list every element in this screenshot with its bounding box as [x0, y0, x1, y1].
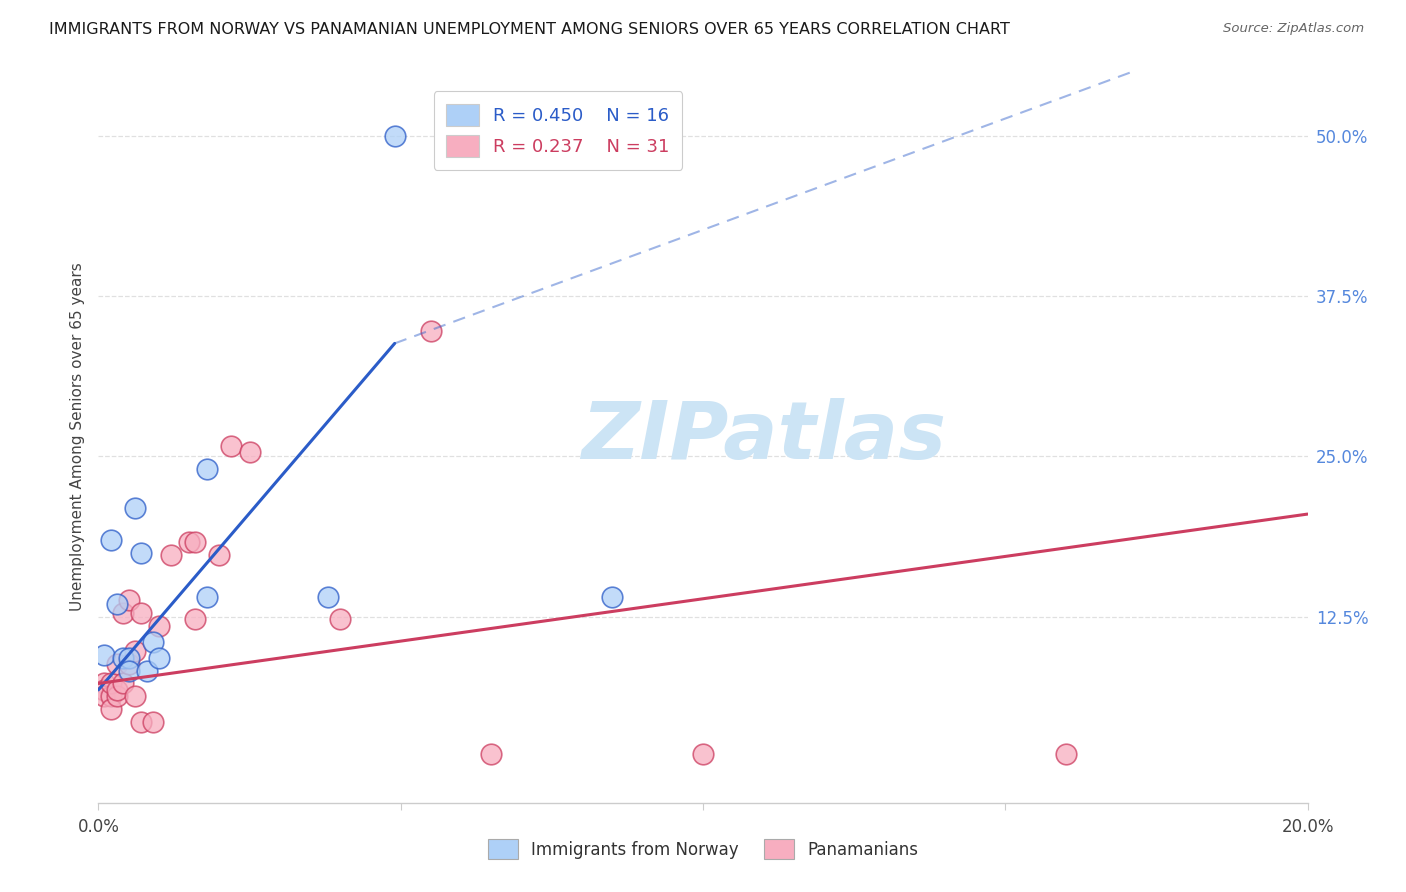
- Point: [148, 618, 170, 632]
- Point: [100, 676, 122, 690]
- Point: [184, 535, 207, 549]
- Point: [208, 548, 231, 562]
- Point: [221, 439, 243, 453]
- Point: [118, 657, 141, 672]
- Point: [105, 682, 128, 697]
- Point: [100, 702, 122, 716]
- Point: [118, 650, 141, 665]
- Point: [184, 612, 207, 626]
- Point: [124, 500, 146, 515]
- Text: Source: ZipAtlas.com: Source: ZipAtlas.com: [1223, 22, 1364, 36]
- Legend: Immigrants from Norway, Panamanians: Immigrants from Norway, Panamanians: [479, 830, 927, 868]
- Point: [100, 533, 122, 547]
- Point: [129, 714, 152, 729]
- Point: [142, 635, 165, 649]
- Point: [93, 676, 115, 690]
- Point: [1054, 747, 1077, 761]
- Point: [93, 682, 115, 697]
- Point: [384, 128, 406, 143]
- Point: [129, 606, 152, 620]
- Point: [118, 593, 141, 607]
- Point: [93, 690, 115, 704]
- Point: [420, 324, 443, 338]
- Point: [100, 690, 122, 704]
- Point: [239, 445, 262, 459]
- Point: [316, 591, 339, 605]
- Point: [135, 664, 157, 678]
- Point: [195, 591, 218, 605]
- Point: [179, 535, 201, 549]
- Point: [692, 747, 714, 761]
- Point: [105, 597, 128, 611]
- Point: [481, 747, 503, 761]
- Point: [329, 612, 352, 626]
- Point: [118, 664, 141, 678]
- Point: [142, 714, 165, 729]
- Point: [160, 548, 183, 562]
- Point: [602, 591, 624, 605]
- Y-axis label: Unemployment Among Seniors over 65 years: Unemployment Among Seniors over 65 years: [69, 263, 84, 611]
- Point: [105, 690, 128, 704]
- Point: [124, 690, 146, 704]
- Point: [129, 545, 152, 559]
- Text: ZIPatlas: ZIPatlas: [581, 398, 946, 476]
- Point: [105, 657, 128, 672]
- Point: [93, 648, 115, 663]
- Point: [111, 606, 134, 620]
- Point: [111, 650, 134, 665]
- Point: [148, 650, 170, 665]
- Point: [124, 644, 146, 658]
- Text: IMMIGRANTS FROM NORWAY VS PANAMANIAN UNEMPLOYMENT AMONG SENIORS OVER 65 YEARS CO: IMMIGRANTS FROM NORWAY VS PANAMANIAN UNE…: [49, 22, 1010, 37]
- Point: [111, 676, 134, 690]
- Point: [195, 462, 218, 476]
